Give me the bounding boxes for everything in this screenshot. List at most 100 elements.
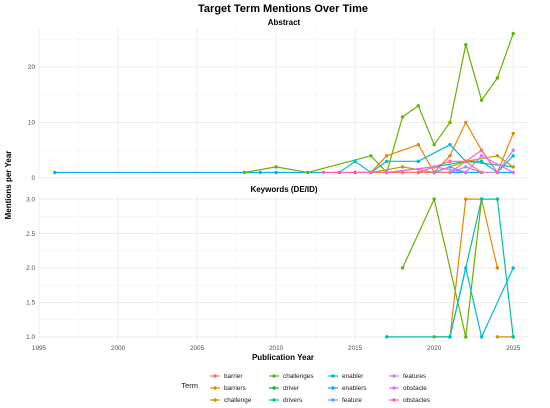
legend-label: driver — [283, 385, 300, 392]
data-point — [258, 170, 262, 175]
legend-item-driver: driver — [269, 385, 300, 392]
data-point — [464, 266, 468, 270]
y-tick-label: 2.0 — [26, 265, 35, 272]
series-line — [449, 267, 514, 338]
series-line — [370, 160, 482, 174]
data-point — [416, 142, 421, 147]
data-point — [385, 170, 389, 175]
data-point — [369, 154, 373, 158]
legend-label: feature — [342, 397, 362, 404]
data-point — [495, 266, 500, 270]
legend-label: challenge — [224, 397, 252, 404]
data-point — [495, 335, 500, 339]
x-tick-label: 2015 — [348, 345, 363, 352]
data-point — [448, 170, 452, 175]
y-tick-label: 1.0 — [26, 334, 35, 341]
data-point — [479, 335, 484, 339]
legend-item-feature: feature — [328, 397, 362, 404]
data-point — [400, 165, 405, 169]
legend-item-barriers: barriers — [210, 385, 246, 392]
data-point — [464, 42, 468, 47]
data-point — [448, 142, 452, 147]
gridlines: 1.0 1.5 2.0 2.5 3.0 — [26, 195, 529, 341]
x-tick-label: 2000 — [111, 345, 126, 352]
data-point — [448, 335, 452, 339]
legend-label: drivers — [283, 397, 302, 404]
x-tick-label: 2005 — [190, 345, 205, 352]
x-tick-label: 2010 — [269, 345, 284, 352]
data-point — [495, 154, 500, 158]
data-point — [479, 148, 484, 152]
data-point — [432, 142, 436, 147]
data-point — [306, 170, 310, 175]
y-tick-label: 0 — [31, 175, 35, 182]
panel-keywords: Keywords (DE/ID) 1.0 1.5 2.0 2.5 3.0 — [26, 185, 529, 341]
data-point — [479, 154, 484, 158]
data-point — [511, 131, 515, 136]
legend-item-enabler: enabler — [328, 373, 364, 380]
legend-item-drivers: drivers — [269, 397, 302, 404]
panel-abstract: Abstract 0 10 20 — [28, 18, 529, 182]
data-point — [242, 170, 247, 175]
data-point — [400, 266, 405, 270]
data-point — [511, 148, 515, 152]
data-point — [53, 170, 57, 175]
data-point — [432, 165, 436, 169]
y-tick-label: 1.5 — [26, 300, 35, 307]
data-point — [479, 170, 484, 175]
y-tick-label: 2.5 — [26, 231, 35, 238]
legend-label: barrier — [224, 373, 243, 380]
legend-label: enabler — [342, 373, 364, 380]
data-point — [448, 159, 452, 164]
data-point — [400, 170, 405, 175]
data-point — [385, 154, 389, 158]
chart-title: Target Term Mentions Over Time — [198, 3, 368, 15]
data-point — [416, 159, 421, 164]
data-point — [511, 31, 515, 36]
y-axis-label: Mentions per Year — [4, 151, 13, 220]
data-point — [479, 98, 484, 102]
gridlines: 0 10 20 — [28, 28, 529, 182]
data-point — [479, 159, 484, 164]
data-point — [511, 335, 515, 339]
series-line — [244, 33, 514, 174]
legend-key-point — [272, 386, 276, 390]
data-point — [511, 165, 515, 169]
panel-title: Abstract — [268, 18, 301, 27]
series-enabler — [448, 266, 515, 339]
data-point — [274, 170, 278, 175]
legend-item-enablers: enablers — [328, 385, 367, 392]
data-point — [416, 104, 421, 108]
legend-key-point — [213, 398, 217, 402]
data-point — [511, 154, 515, 158]
data-point — [495, 197, 500, 201]
series-obstacle — [385, 154, 515, 175]
legend-key-point — [392, 398, 396, 402]
data-point — [464, 335, 468, 339]
legend-label: challenges — [283, 373, 314, 380]
series-line — [402, 198, 483, 338]
x-tick-label: 2025 — [506, 345, 521, 352]
data-point — [464, 197, 468, 201]
legend-key-point — [331, 374, 335, 378]
data-point — [321, 170, 326, 175]
legend-item-obstacles: obstacles — [389, 397, 430, 404]
x-tick-label: 2020 — [427, 345, 442, 352]
data-point — [353, 159, 357, 164]
data-point — [432, 197, 436, 201]
panel-title: Keywords (DE/ID) — [250, 185, 317, 194]
x-axis-ticks: 1995 2000 2005 2010 2015 2020 2025 — [32, 345, 521, 352]
legend-item-features: features — [389, 373, 426, 380]
legend-key-point — [392, 374, 396, 378]
legend-key-point — [331, 386, 335, 390]
data-point — [448, 154, 452, 158]
y-tick-label: 10 — [28, 120, 36, 127]
legend-label: barriers — [224, 385, 246, 392]
legend-key-point — [213, 386, 217, 390]
legend-label: features — [403, 373, 426, 380]
legend-key-point — [272, 374, 276, 378]
legend-key-point — [392, 386, 396, 390]
legend-item-challenges: challenges — [269, 373, 314, 380]
data-point — [464, 170, 468, 175]
legend-label: obstacles — [403, 397, 430, 404]
